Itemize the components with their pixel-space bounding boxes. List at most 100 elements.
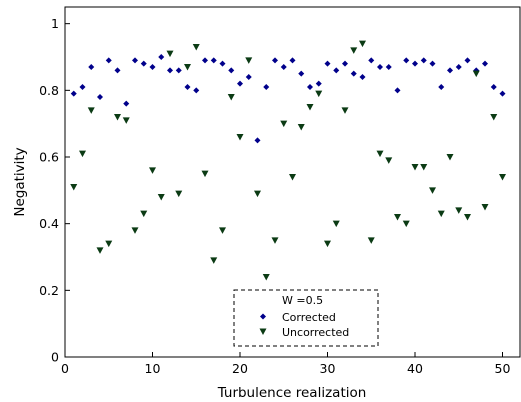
- uncorrected-point: [254, 190, 261, 198]
- uncorrected-point: [420, 164, 428, 171]
- uncorrected-point: [114, 114, 121, 121]
- y-tick-label: 0.6: [39, 150, 59, 165]
- corrected-point: [307, 84, 313, 90]
- corrected-point: [464, 57, 471, 64]
- uncorrected-point: [437, 210, 445, 218]
- uncorrected-point: [472, 70, 480, 78]
- uncorrected-point: [140, 210, 148, 218]
- corrected-point: [202, 57, 208, 64]
- corrected-point: [350, 70, 357, 77]
- corrected-point: [245, 74, 252, 80]
- corrected-point: [219, 60, 226, 67]
- corrected-point: [210, 57, 217, 64]
- corrected-point: [272, 57, 278, 64]
- corrected-point: [237, 80, 243, 87]
- corrected-point: [280, 64, 287, 70]
- uncorrected-point: [175, 190, 183, 198]
- corrected-point: [149, 64, 156, 70]
- corrected-point: [447, 67, 453, 74]
- uncorrected-point: [157, 194, 165, 201]
- corrected-point: [438, 84, 445, 90]
- corrected-point: [342, 60, 348, 67]
- uncorrected-point: [184, 64, 191, 71]
- uncorrected-point: [262, 274, 270, 281]
- corrected-point: [368, 57, 375, 64]
- corrected-point: [394, 87, 401, 94]
- uncorrected-point: [96, 247, 104, 254]
- y-tick-label: 1: [51, 16, 59, 31]
- corrected-point: [184, 84, 191, 90]
- corrected-point: [315, 80, 322, 87]
- corrected-point: [228, 67, 235, 74]
- corrected-point: [333, 67, 340, 74]
- corrected-point: [79, 84, 86, 90]
- corrected-point: [377, 64, 383, 70]
- uncorrected-point: [315, 90, 323, 98]
- uncorrected-point: [394, 214, 401, 221]
- uncorrected-point: [324, 240, 331, 248]
- uncorrected-point: [280, 120, 288, 128]
- corrected-point: [175, 67, 182, 74]
- corrected-point: [263, 84, 270, 90]
- uncorrected-point: [87, 107, 95, 114]
- legend-title: W =0.5: [282, 294, 323, 307]
- uncorrected-point: [367, 237, 375, 244]
- corrected-point: [490, 84, 497, 90]
- x-tick-label: 0: [61, 361, 69, 376]
- x-tick-label: 20: [232, 361, 248, 376]
- x-tick-label: 40: [407, 361, 423, 376]
- corrected-point: [140, 60, 147, 67]
- y-tick-label: 0.4: [39, 216, 59, 231]
- uncorrected-point: [297, 124, 305, 131]
- uncorrected-point: [332, 220, 340, 228]
- uncorrected-point: [149, 167, 156, 174]
- uncorrected-point: [70, 184, 78, 191]
- uncorrected-point: [455, 207, 463, 214]
- legend-box: [233, 289, 379, 347]
- corrected-point: [193, 87, 200, 94]
- uncorrected-point: [429, 187, 436, 194]
- uncorrected-point: [385, 157, 393, 164]
- uncorrected-point: [376, 150, 384, 158]
- ticks: 0 10 20 30 40 50 0 0.2 0.4 0.6 0.8 1: [39, 16, 510, 376]
- x-tick-label: 30: [320, 361, 336, 376]
- uncorrected-point: [122, 117, 130, 124]
- x-axis-label: Turbulence realization: [217, 385, 367, 401]
- uncorrected-point: [227, 94, 235, 101]
- series-corrected: [70, 54, 506, 144]
- corrected-point: [123, 100, 130, 107]
- uncorrected-point: [236, 134, 244, 141]
- corrected-point: [167, 67, 173, 74]
- corrected-point: [385, 64, 392, 70]
- uncorrected-point: [219, 227, 226, 234]
- uncorrected-point: [481, 204, 489, 211]
- corrected-point: [324, 60, 331, 67]
- uncorrected-point: [464, 214, 471, 221]
- corrected-point: [359, 74, 366, 80]
- corrected-point: [289, 57, 296, 64]
- legend-marker-uncorrected: [259, 328, 267, 335]
- uncorrected-point: [210, 257, 218, 264]
- uncorrected-point: [245, 57, 253, 64]
- corrected-point: [455, 64, 462, 70]
- x-tick-label: 10: [145, 361, 161, 376]
- uncorrected-point: [79, 150, 86, 158]
- uncorrected-point: [289, 174, 296, 181]
- corrected-point: [298, 70, 305, 77]
- x-tick-label: 50: [495, 361, 511, 376]
- uncorrected-point: [411, 164, 419, 171]
- uncorrected-point: [306, 104, 314, 111]
- y-axis-label: Negativity: [12, 147, 28, 216]
- uncorrected-point: [105, 240, 113, 248]
- corrected-point: [254, 137, 261, 144]
- corrected-point: [482, 60, 488, 67]
- series-uncorrected: [70, 40, 506, 281]
- y-tick-label: 0: [51, 350, 59, 365]
- corrected-point: [403, 57, 410, 64]
- uncorrected-point: [192, 44, 200, 51]
- corrected-point: [429, 60, 436, 67]
- y-tick-label: 0.2: [39, 283, 59, 298]
- corrected-point: [499, 90, 506, 97]
- uncorrected-point: [490, 114, 498, 121]
